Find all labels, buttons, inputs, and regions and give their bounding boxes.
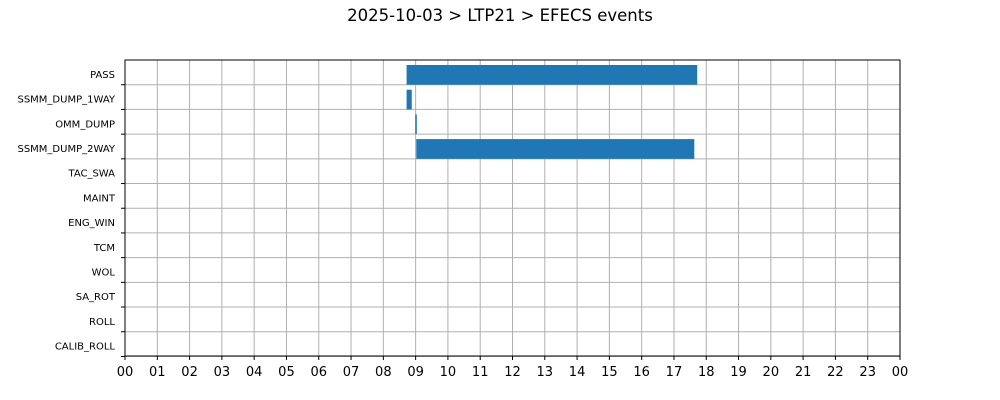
y-tick-label: MAINT [83,193,116,204]
y-tick-label: CALIB_ROLL [55,342,116,353]
event-bar [406,89,412,110]
y-axis: PASS SSMM_DUMP_1WAY OMM_DUMP SSMM_DUMP_2WAY… [17,70,125,357]
x-tick-label: 01 [149,365,166,380]
x-tick-label: 12 [504,365,521,380]
event-bars [406,65,698,159]
x-tick-label: 00 [892,365,909,380]
y-tick-label: SSMM_DUMP_1WAY [17,95,115,106]
x-tick-label: 16 [633,365,650,380]
x-tick-label: 06 [310,365,327,380]
x-tick-label: 11 [472,365,489,380]
x-tick-label: 13 [537,365,554,380]
x-tick-label: 03 [214,365,231,380]
grid-lines [124,60,901,357]
x-tick-label: 04 [246,365,263,380]
x-tick-label: 21 [795,365,812,380]
x-tick-label: 09 [407,365,424,380]
event-bar [415,114,417,135]
x-axis: 00 01 02 03 04 05 06 07 08 09 10 11 12 13 14 15 16 17 18 19… [117,356,909,380]
x-tick-label: 17 [666,365,683,380]
x-tick-label: 23 [859,365,876,380]
x-tick-label: 08 [375,365,392,380]
x-tick-label: 15 [601,365,618,380]
event-bar [416,139,695,159]
y-tick-label: ROLL [89,317,115,328]
y-tick-label: SSMM_DUMP_2WAY [17,144,115,155]
x-tick-label: 19 [730,365,747,380]
y-tick-label: OMM_DUMP [55,119,115,130]
chart-title: 2025-10-03 > LTP21 > EFECS events [347,6,653,25]
x-tick-label: 07 [343,365,360,380]
y-tick-label: SA_ROT [76,292,116,303]
y-tick-label: TCM [93,243,115,254]
x-tick-label: 22 [827,365,844,380]
x-tick-label: 05 [278,365,295,380]
x-tick-label: 10 [440,365,457,380]
x-tick-label: 02 [181,365,198,380]
event-bar [406,65,698,85]
y-tick-label: TAC_SWA [67,169,115,180]
y-tick-label: PASS [90,70,115,81]
y-tick-label: ENG_WIN [68,218,115,229]
x-tick-label: 14 [569,365,586,380]
x-tick-label: 00 [117,365,134,380]
x-tick-label: 18 [698,365,715,380]
x-tick-label: 20 [763,365,780,380]
y-tick-label: WOL [92,267,116,278]
